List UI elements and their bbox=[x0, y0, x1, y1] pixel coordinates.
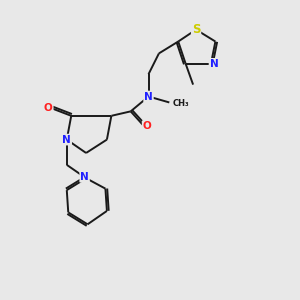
Text: N: N bbox=[80, 172, 89, 182]
Text: CH₃: CH₃ bbox=[173, 99, 190, 108]
Text: N: N bbox=[209, 59, 218, 69]
Text: N: N bbox=[144, 92, 153, 101]
Text: S: S bbox=[192, 23, 200, 36]
Text: O: O bbox=[143, 121, 152, 131]
Text: N: N bbox=[62, 135, 71, 145]
Text: O: O bbox=[44, 103, 53, 113]
